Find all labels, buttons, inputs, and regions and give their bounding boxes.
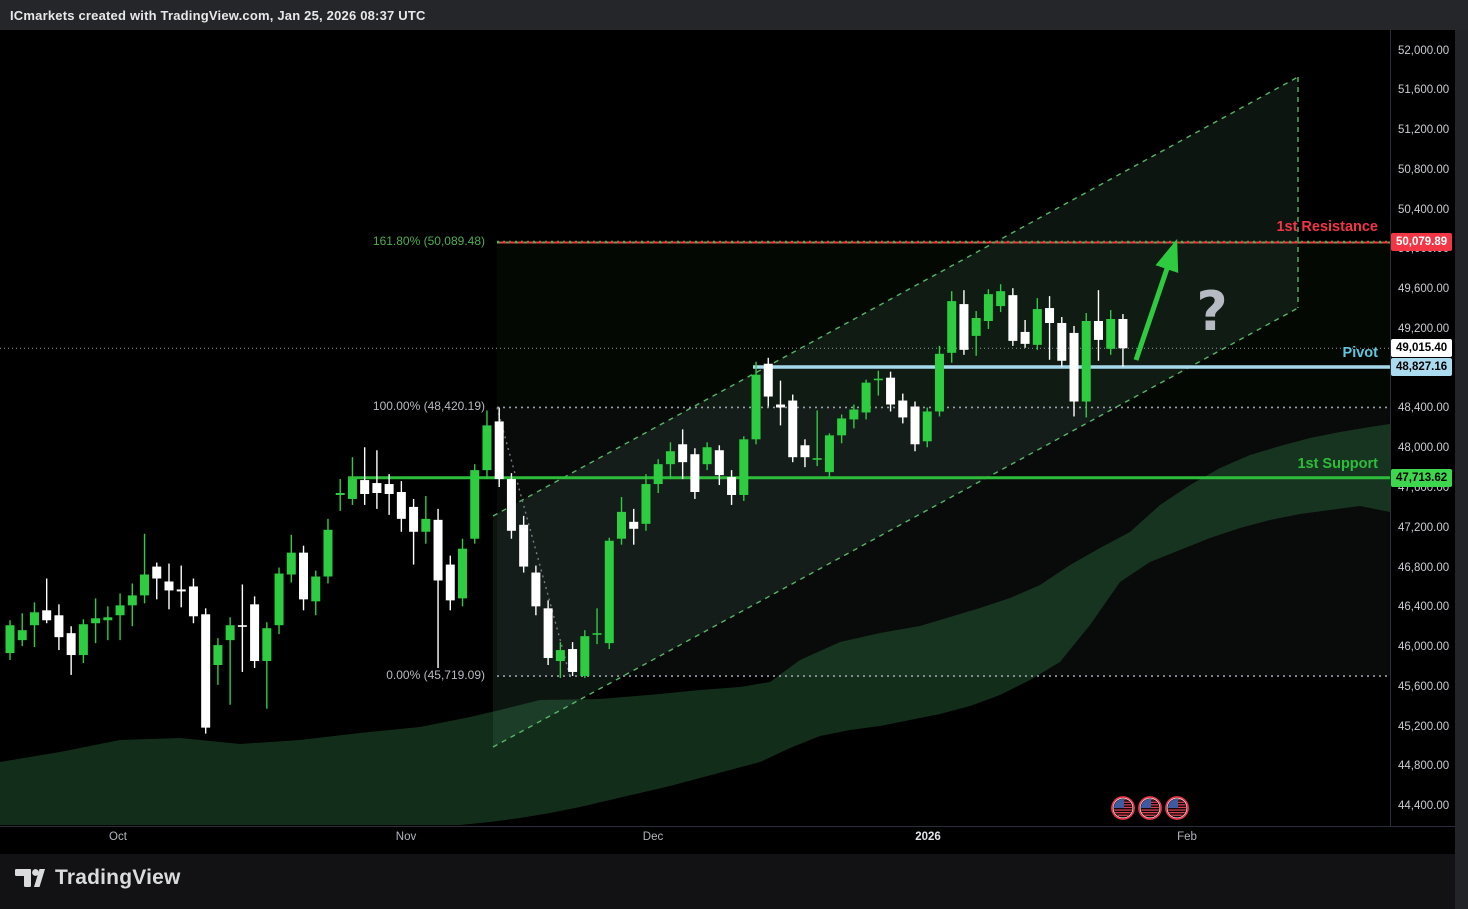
support-price-box: 47,713.62: [1391, 468, 1453, 487]
pivot-label[interactable]: Pivot: [1342, 345, 1378, 361]
tradingview-mark-icon: [15, 869, 45, 887]
fib-161-label[interactable]: 161.80% (50,089.48): [372, 233, 485, 248]
fib-0-label[interactable]: 0.00% (45,719.09): [386, 668, 485, 683]
price-tick: 45,600.00: [1398, 680, 1450, 693]
time-axis[interactable]: [0, 826, 1455, 855]
watermark-bar: ICmarkets created with TradingView.com, …: [0, 0, 1468, 30]
time-tick-2026: 2026: [915, 831, 941, 843]
time-tick-oct: Oct: [109, 831, 127, 843]
price-tick: 48,400.00: [1398, 402, 1450, 415]
bottom-bar: [0, 854, 1455, 909]
resistance-label[interactable]: 1st Resistance: [1276, 219, 1378, 235]
tradingview-wordmark: TradingView: [55, 866, 181, 889]
fib-100-label[interactable]: 100.00% (48,420.19): [372, 399, 485, 414]
price-tick: 50,400.00: [1398, 203, 1450, 216]
price-tick: 49,600.00: [1398, 283, 1450, 296]
price-tick: 51,200.00: [1398, 124, 1450, 137]
price-tick: 48,000.00: [1398, 442, 1450, 455]
time-tick-nov: Nov: [395, 831, 417, 843]
watermark-text: ICmarkets created with TradingView.com, …: [10, 7, 426, 23]
price-tick: 46,400.00: [1398, 601, 1450, 614]
page-margin: [1455, 0, 1468, 909]
pivot-price-box: 48,827.16: [1391, 358, 1453, 376]
price-tick: 46,000.00: [1398, 641, 1450, 654]
time-tick-dec: Dec: [642, 831, 664, 843]
support-label[interactable]: 1st Support: [1297, 456, 1378, 472]
price-tick: 51,600.00: [1398, 84, 1450, 97]
price-tick: 52,000.00: [1398, 44, 1450, 57]
price-tick: 49,200.00: [1398, 322, 1450, 335]
price-axis[interactable]: [1390, 30, 1456, 826]
price-tick: 47,200.00: [1398, 521, 1450, 534]
price-tick: 44,800.00: [1398, 760, 1450, 773]
price-tick: 50,800.00: [1398, 163, 1450, 176]
chart-plot-background[interactable]: [0, 30, 1455, 826]
tradingview-logo[interactable]: TradingView: [14, 862, 181, 894]
resistance-price-box: 50,079.89: [1391, 233, 1453, 252]
price-tick: 45,200.00: [1398, 720, 1450, 733]
price-tick: 46,800.00: [1398, 561, 1450, 574]
price-tick: 44,400.00: [1398, 800, 1450, 813]
time-tick-feb: Feb: [1177, 831, 1197, 843]
current-price-box: 49,015.40: [1391, 339, 1453, 358]
